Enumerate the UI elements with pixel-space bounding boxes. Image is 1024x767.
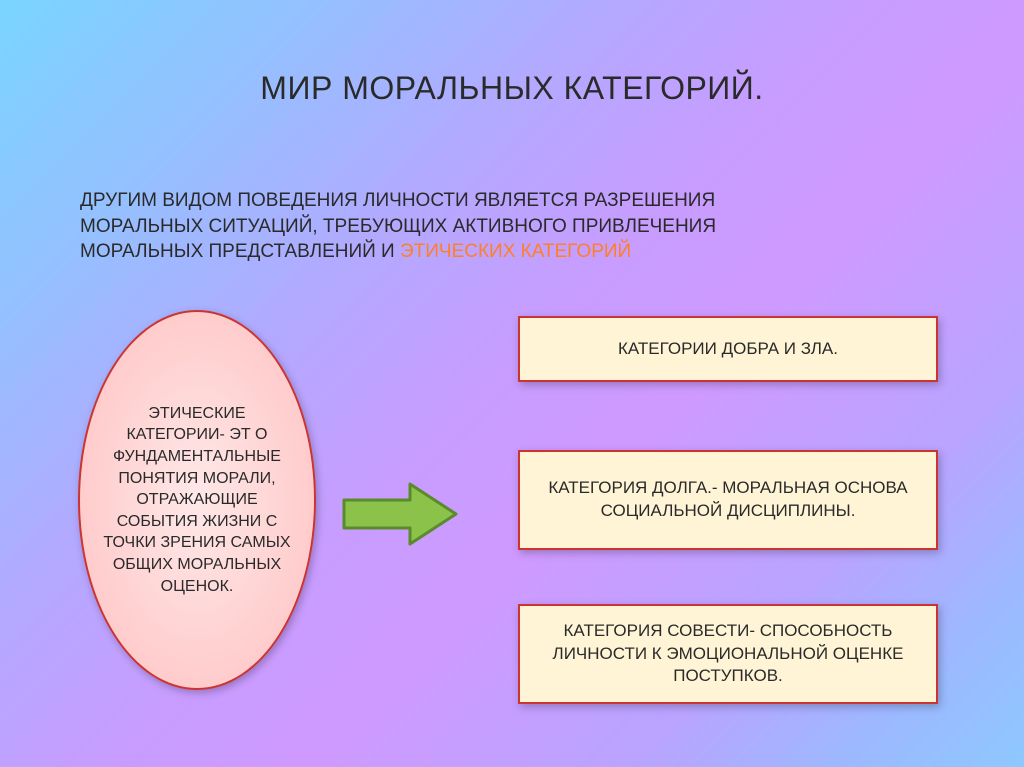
box3-text: КАТЕГОРИЯ СОВЕСТИ- СПОСОБНОСТЬ ЛИЧНОСТИ … [538, 620, 918, 689]
ethical-categories-oval: ЭТИЧЕСКИЕ КАТЕГОРИИ- ЭТ О ФУНДАМЕНТАЛЬНЫ… [78, 310, 316, 690]
slide-title: МИР МОРАЛЬНЫХ КАТЕГОРИЙ. [0, 70, 1024, 107]
intro-line2: МОРАЛЬНЫХ СИТУАЦИЙ, ТРЕБУЮЩИХ АКТИВНОГО … [80, 216, 716, 237]
intro-highlight: ЭТИЧЕСКИХ КАТЕГОРИЙ [400, 241, 631, 262]
intro-line3a: МОРАЛЬНЫХ ПРЕДСТАВЛЕНИЙ И [80, 241, 400, 262]
box1-text: КАТЕГОРИИ ДОБРА И ЗЛА. [618, 338, 838, 361]
intro-paragraph: ДРУГИМ ВИДОМ ПОВЕДЕНИЯ ЛИЧНОСТИ ЯВЛЯЕТСЯ… [80, 188, 944, 265]
category-good-evil-box: КАТЕГОРИИ ДОБРА И ЗЛА. [518, 316, 938, 382]
slide-root: МИР МОРАЛЬНЫХ КАТЕГОРИЙ. ДРУГИМ ВИДОМ ПО… [0, 0, 1024, 767]
right-arrow-icon [340, 478, 460, 550]
intro-line1: ДРУГИМ ВИДОМ ПОВЕДЕНИЯ ЛИЧНОСТИ ЯВЛЯЕТСЯ… [80, 190, 715, 211]
oval-text: ЭТИЧЕСКИЕ КАТЕГОРИИ- ЭТ О ФУНДАМЕНТАЛЬНЫ… [102, 403, 292, 597]
box2-text: КАТЕГОРИЯ ДОЛГА.- МОРАЛЬНАЯ ОСНОВА СОЦИА… [538, 477, 918, 523]
category-duty-box: КАТЕГОРИЯ ДОЛГА.- МОРАЛЬНАЯ ОСНОВА СОЦИА… [518, 450, 938, 550]
category-conscience-box: КАТЕГОРИЯ СОВЕСТИ- СПОСОБНОСТЬ ЛИЧНОСТИ … [518, 604, 938, 704]
